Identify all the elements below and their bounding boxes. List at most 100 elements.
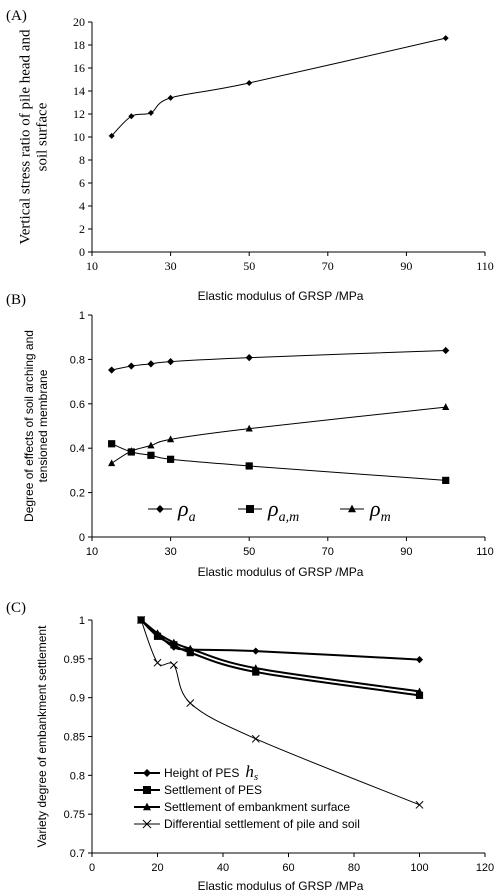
x-tick-label: 110 [476, 259, 494, 273]
y-tick-label: 18 [73, 38, 85, 52]
legend-marker [143, 802, 151, 811]
data-point [415, 800, 424, 809]
y-axis-label: Vertical stress ratio of pile head and [18, 29, 34, 244]
data-point [153, 632, 162, 640]
legend-label: Height of PES hs [164, 762, 258, 783]
legend-item-3: Settlement of embankment surface [134, 800, 350, 814]
legend-label: Settlement of embankment surface [164, 800, 350, 814]
x-tick-label: 120 [476, 862, 494, 874]
data-point [442, 403, 450, 411]
legend-item-1: ρa [148, 496, 196, 525]
data-point [147, 360, 155, 368]
series-line-3 [140, 619, 420, 693]
data-point [186, 644, 194, 652]
legend-marker [348, 504, 356, 513]
data-point [147, 441, 155, 449]
legend-marker [156, 505, 164, 513]
data-point [108, 440, 116, 448]
legend-label: ρm [369, 496, 391, 525]
y-tick-label: 8 [79, 153, 85, 167]
x-tick-label: 40 [217, 862, 229, 874]
series-line-2 [111, 443, 446, 481]
data-point [127, 362, 135, 370]
y-tick-label: 0.8 [70, 354, 85, 366]
data-point [186, 699, 195, 708]
series-line-1 [111, 37, 446, 137]
panel-label: (A) [6, 8, 27, 24]
x-tick-label: 100 [410, 862, 428, 874]
chart-panel-3: (C) 0.7 0.75 0.8 0.85 0.9 0.95 1 0 20 40 60 80 100 120… [6, 600, 494, 893]
data-point [415, 691, 424, 699]
x-tick-label: 90 [400, 259, 412, 273]
y-tick-label: 0.9 [70, 693, 85, 705]
x-axis-label: Elastic modulus of GRSP /MPa [198, 879, 364, 893]
legend-label: ρa [177, 496, 196, 525]
y-tick-label: 0.85 [64, 732, 85, 744]
y-tick-label: 0.4 [70, 443, 85, 455]
panel-label: (B) [6, 292, 26, 308]
y-tick-label: 16 [73, 61, 85, 75]
data-point [246, 79, 253, 86]
x-tick-label: 90 [400, 546, 412, 558]
legend-item-1: Height of PES hs [134, 762, 258, 783]
data-point [108, 459, 116, 467]
data-point [415, 656, 424, 664]
series-line-1 [140, 619, 420, 661]
chart-panel-1: (A) 0 2 4 6 8 10 12 14 16 18 20 10 30 50 70 90 110 Elastic… [6, 8, 494, 303]
data-point [127, 447, 135, 454]
x-tick-label: 60 [282, 862, 294, 874]
x-tick-label: 20 [151, 862, 163, 874]
x-tick-label: 70 [322, 546, 334, 558]
data-point [169, 661, 178, 670]
y-axis-label: Degree of effects of soil arching and [22, 330, 36, 522]
data-point [252, 668, 260, 676]
data-point [415, 687, 424, 695]
y-tick-label: 0.75 [64, 809, 85, 821]
y-tick-label: 0.95 [64, 654, 85, 666]
y-tick-label: 0.6 [70, 399, 85, 411]
data-point [137, 616, 146, 624]
series-line-1 [111, 350, 446, 371]
legend-item-2: Settlement of PES [134, 783, 262, 797]
legend-label: Settlement of PES [164, 783, 262, 797]
y-tick-label: 12 [73, 107, 85, 121]
x-tick-label: 30 [164, 546, 176, 558]
x-tick-label: 80 [348, 862, 360, 874]
y-tick-label: 4 [79, 199, 85, 213]
data-point [167, 358, 175, 366]
data-point [442, 476, 450, 484]
x-axis-label: Elastic modulus of GRSP /MPa [198, 565, 364, 579]
legend-marker [246, 505, 254, 513]
y-axis-label: tensioned membrane [36, 369, 50, 482]
legend-marker [142, 819, 152, 829]
data-point [167, 455, 175, 463]
y-tick-label: 0 [79, 532, 85, 544]
x-tick-label: 10 [86, 259, 98, 273]
legend-marker [143, 769, 151, 777]
x-tick-label: 0 [89, 862, 95, 874]
data-point [167, 94, 174, 101]
y-tick-label: 1 [79, 615, 85, 627]
data-point [153, 658, 162, 667]
data-point [147, 109, 154, 116]
y-tick-label: 20 [73, 15, 85, 29]
data-point [252, 647, 260, 655]
data-point [128, 113, 135, 120]
y-tick-label: 0.7 [70, 848, 85, 860]
x-tick-label: 10 [86, 546, 98, 558]
x-tick-label: 50 [243, 259, 255, 273]
legend-item-2: ρa,m [238, 496, 299, 525]
data-point [167, 435, 175, 443]
legend-label: ρa,m [267, 496, 299, 525]
series-line-3 [111, 406, 446, 464]
data-point [170, 638, 178, 646]
data-point [186, 649, 194, 657]
x-tick-label: 110 [476, 546, 494, 558]
y-axis-label: soil surface [35, 102, 51, 171]
data-point [252, 664, 260, 672]
y-tick-label: 2 [79, 222, 85, 236]
data-point [442, 346, 450, 355]
y-tick-label: 10 [73, 130, 85, 144]
